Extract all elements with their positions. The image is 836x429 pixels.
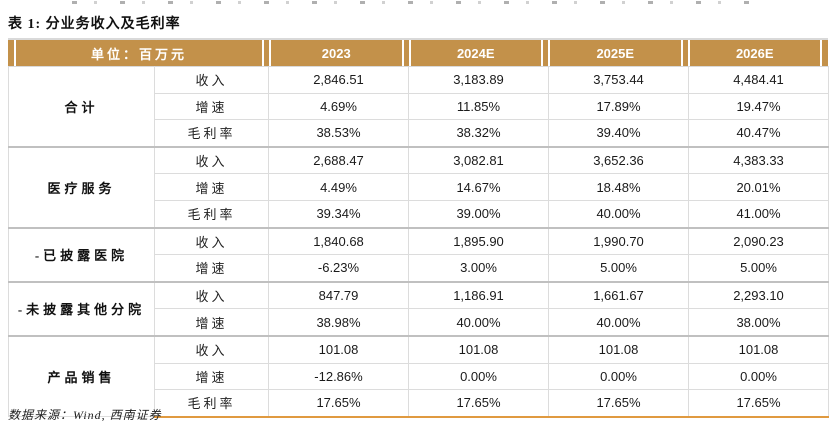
category-undisclosed-branches: -未披露其他分院 (8, 280, 155, 337)
table-row: -未披露其他分院 收入 847.79 1,186.91 1,661.67 2,2… (8, 280, 829, 337)
value-cell: 39.00% (408, 199, 549, 229)
value-cell: -6.23% (268, 254, 409, 283)
value-cell: 38.32% (408, 119, 549, 148)
value-cell: 4.69% (268, 92, 409, 121)
metric-label: 增速 (154, 362, 269, 391)
metric-label: 增速 (154, 92, 269, 121)
category-disclosed-hospitals: -已披露医院 (8, 226, 155, 283)
value-cell: 2,846.51 (268, 66, 409, 94)
table-row: 医疗服务 收入 2,688.47 3,082.81 3,652.36 4,383… (8, 145, 829, 229)
value-cell: 17.89% (548, 92, 689, 121)
metric-label: 毛利率 (154, 389, 269, 418)
value-cell: 17.65% (268, 389, 409, 418)
value-cell: 40.00% (548, 199, 689, 229)
metric-label: 毛利率 (154, 199, 269, 229)
header-year-2024e: 2024E (408, 40, 543, 66)
table-row: -已披露医院 收入 1,840.68 1,895.90 1,990.70 2,0… (8, 226, 829, 283)
value-cell: 17.65% (408, 389, 549, 418)
header-year-2023: 2023 (269, 40, 404, 66)
value-cell: -12.86% (268, 362, 409, 391)
category-total: 合计 (8, 65, 155, 148)
value-cell: 39.34% (268, 199, 409, 229)
data-source-note: 数据来源：Wind, 西南证券 (8, 408, 162, 422)
value-cell: 101.08 (688, 334, 829, 364)
table-header-row: 单位：百万元 2023 2024E 2025E 2026E (8, 38, 828, 66)
value-cell: 41.00% (688, 199, 829, 229)
value-cell: 38.53% (268, 119, 409, 148)
value-cell: 101.08 (548, 334, 689, 364)
value-cell: 14.67% (408, 173, 549, 201)
metric-label: 毛利率 (154, 119, 269, 148)
metric-label: 收入 (154, 145, 269, 175)
value-cell: 19.47% (688, 92, 829, 121)
value-cell: 4,383.33 (688, 145, 829, 175)
value-cell: 38.00% (688, 308, 829, 337)
value-cell: 20.01% (688, 173, 829, 201)
value-cell: 1,186.91 (408, 280, 549, 310)
header-year-2026e: 2026E (687, 40, 822, 66)
header-year-2025e: 2025E (548, 40, 683, 66)
table-row: 增速 4.69% 11.85% 17.89% 19.47% (9, 92, 829, 121)
value-cell: 40.47% (688, 119, 829, 148)
table-row: 增速 38.98% 40.00% 40.00% 38.00% (9, 308, 829, 337)
metric-label: 增速 (154, 254, 269, 283)
table-row: 增速 4.49% 14.67% 18.48% 20.01% (9, 173, 829, 201)
value-cell: 1,895.90 (408, 226, 549, 256)
table-row: 毛利率 39.34% 39.00% 40.00% 41.00% (9, 199, 829, 229)
header-unit-cell: 单位：百万元 (14, 40, 264, 66)
metric-label: 增速 (154, 308, 269, 337)
metric-label: 收入 (154, 226, 269, 256)
value-cell: 1,661.67 (548, 280, 689, 310)
value-cell: 2,090.23 (688, 226, 829, 256)
table-row: 增速 -6.23% 3.00% 5.00% 5.00% (9, 254, 829, 283)
table-row: 产品销售 收入 101.08 101.08 101.08 101.08 (8, 334, 829, 418)
category-product-sales: 产品销售 (8, 334, 155, 418)
clipped-text-remnant (72, 1, 762, 4)
table-caption: 表 1: 分业务收入及毛利率 (8, 17, 181, 32)
value-cell: 1,990.70 (548, 226, 689, 256)
value-cell: 3,652.36 (548, 145, 689, 175)
value-cell: 3.00% (408, 254, 549, 283)
value-cell: 17.65% (688, 389, 829, 418)
table-row: 毛利率 38.53% 38.32% 39.40% 40.47% (9, 119, 829, 148)
table-row: 毛利率 17.65% 17.65% 17.65% 17.65% (9, 389, 829, 418)
value-cell: 4,484.41 (688, 66, 829, 94)
category-medical-services: 医疗服务 (8, 145, 155, 229)
value-cell: 847.79 (268, 280, 409, 310)
value-cell: 17.65% (548, 389, 689, 418)
value-cell: 0.00% (408, 362, 549, 391)
value-cell: 2,293.10 (688, 280, 829, 310)
value-cell: 4.49% (268, 173, 409, 201)
value-cell: 40.00% (408, 308, 549, 337)
value-cell: 3,183.89 (408, 66, 549, 94)
value-cell: 3,753.44 (548, 66, 689, 94)
value-cell: 101.08 (268, 334, 409, 364)
metric-label: 收入 (154, 66, 269, 94)
value-cell: 11.85% (408, 92, 549, 121)
metric-label: 收入 (154, 334, 269, 364)
table-row: 合计 收入 2,846.51 3,183.89 3,753.44 4,484.4… (8, 65, 829, 148)
value-cell: 1,840.68 (268, 226, 409, 256)
value-cell: 0.00% (688, 362, 829, 391)
value-cell: 0.00% (548, 362, 689, 391)
value-cell: 39.40% (548, 119, 689, 148)
value-cell: 3,082.81 (408, 145, 549, 175)
value-cell: 101.08 (408, 334, 549, 364)
metric-label: 增速 (154, 173, 269, 201)
business-revenue-table: 合计 收入 2,846.51 3,183.89 3,753.44 4,484.4… (8, 65, 829, 418)
value-cell: 38.98% (268, 308, 409, 337)
value-cell: 5.00% (548, 254, 689, 283)
metric-label: 收入 (154, 280, 269, 310)
value-cell: 40.00% (548, 308, 689, 337)
value-cell: 18.48% (548, 173, 689, 201)
value-cell: 2,688.47 (268, 145, 409, 175)
value-cell: 5.00% (688, 254, 829, 283)
